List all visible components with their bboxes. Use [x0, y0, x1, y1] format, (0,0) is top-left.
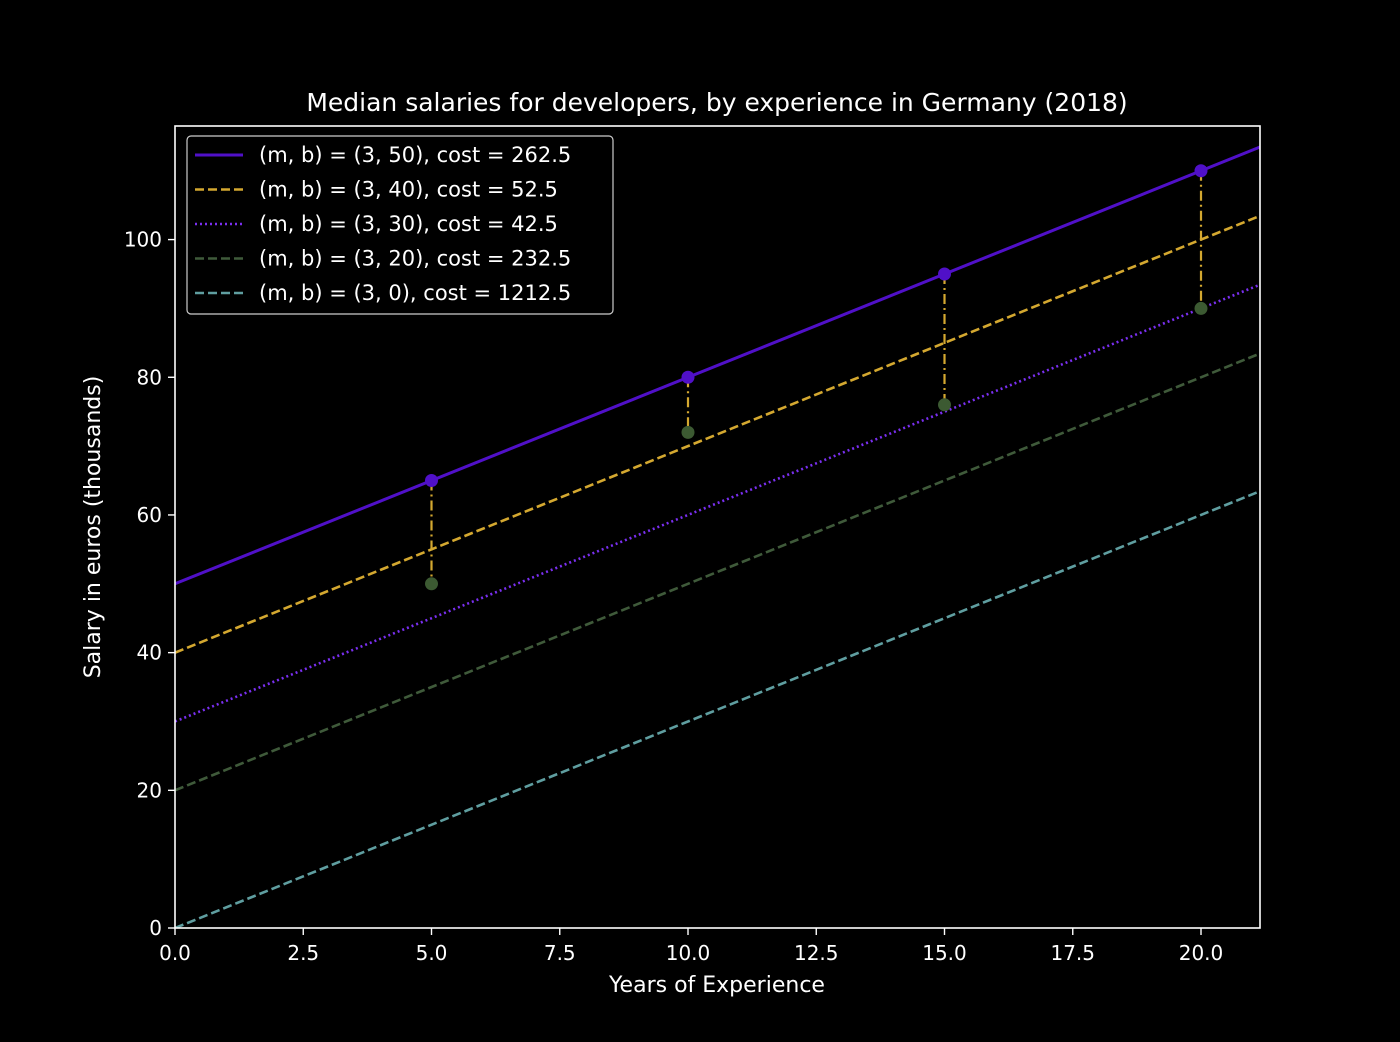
series-line — [175, 145, 1260, 586]
legend-label: (m, b) = (3, 20), cost = 232.5 — [259, 247, 571, 271]
residual-lines — [430, 170, 1203, 584]
x-tick-label: 15.0 — [922, 941, 967, 965]
legend-label: (m, b) = (3, 40), cost = 52.5 — [259, 178, 558, 202]
x-tick-label: 12.5 — [794, 941, 839, 965]
y-tick-label: 0 — [149, 916, 162, 940]
x-tick-label: 20.0 — [1179, 941, 1224, 965]
x-tick-label: 5.0 — [416, 941, 448, 965]
x-tick-label: 17.5 — [1050, 941, 1095, 965]
fit-point — [681, 370, 695, 384]
observed-point — [938, 398, 952, 412]
y-axis: 0 20 40 60 80 100 — [124, 228, 175, 940]
legend-label: (m, b) = (3, 30), cost = 42.5 — [259, 212, 558, 236]
x-axis-label: Years of Experience — [608, 973, 825, 998]
x-tick-label: 2.5 — [287, 941, 319, 965]
x-tick-label: 10.0 — [666, 941, 711, 965]
y-tick-label: 40 — [137, 641, 162, 665]
data-markers — [425, 164, 1208, 591]
x-tick-label: 0.0 — [159, 941, 191, 965]
legend: (m, b) = (3, 50), cost = 262.5 (m, b) = (… — [186, 135, 614, 315]
observed-point — [425, 577, 439, 591]
y-tick-label: 20 — [137, 778, 162, 802]
axes-frame — [174, 125, 1261, 929]
observed-point — [1194, 301, 1208, 315]
observed-point — [681, 425, 695, 439]
fit-point — [938, 267, 952, 281]
x-axis: 0.0 2.5 5.0 7.5 10.0 12.5 15.0 17.5 20.0 — [159, 928, 1223, 965]
y-tick-label: 100 — [124, 228, 162, 252]
plot-area — [175, 145, 1260, 928]
legend-label: (m, b) = (3, 50), cost = 262.5 — [259, 143, 571, 167]
chart-title: Median salaries for developers, by exper… — [306, 88, 1127, 117]
legend-label: (m, b) = (3, 0), cost = 1212.5 — [259, 281, 571, 305]
fit-point — [425, 474, 439, 488]
y-tick-label: 60 — [137, 503, 162, 527]
x-tick-label: 7.5 — [544, 941, 576, 965]
legend-box — [186, 135, 614, 315]
fit-point — [1194, 164, 1208, 178]
y-axis-label: Salary in euros (thousands) — [81, 376, 106, 679]
y-tick-label: 80 — [137, 365, 162, 389]
